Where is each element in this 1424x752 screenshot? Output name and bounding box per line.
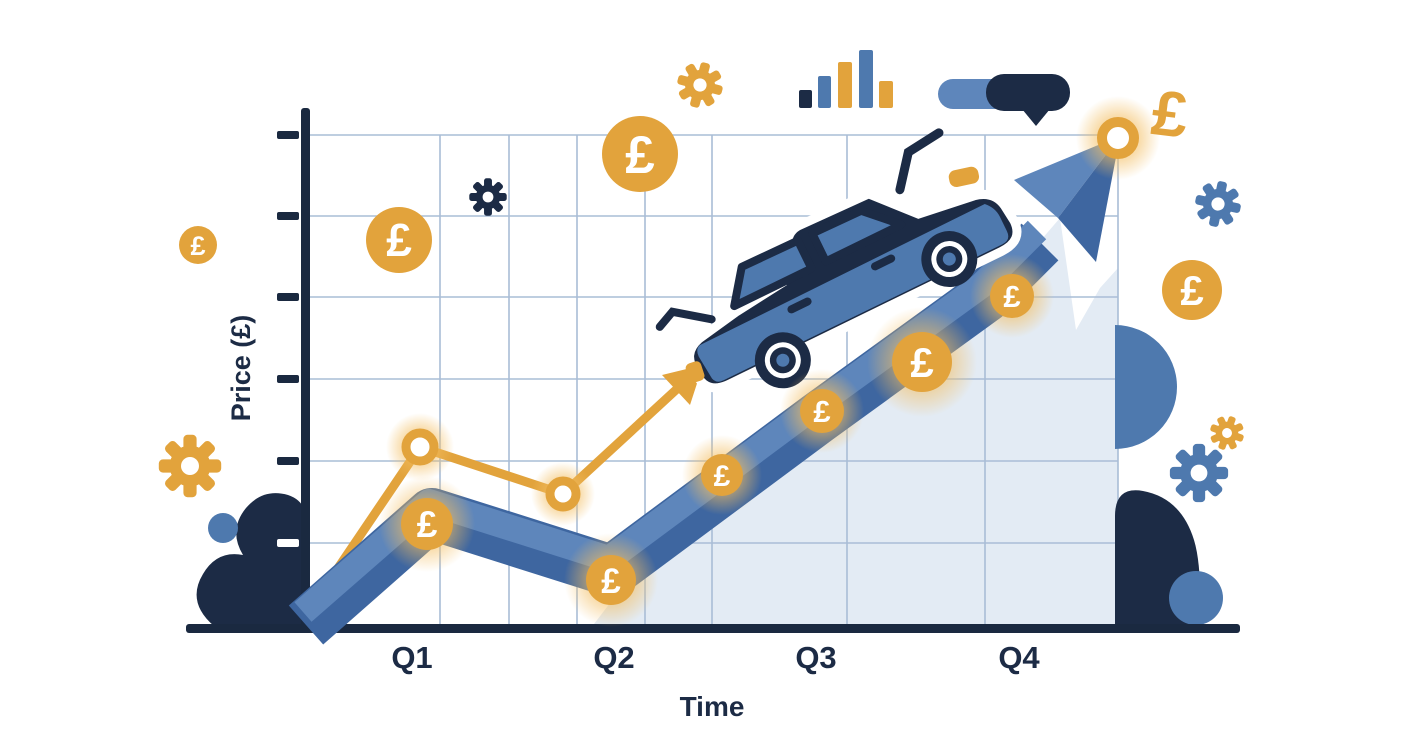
arrow-tip-marker: [1076, 96, 1160, 180]
x-axis: [186, 624, 1240, 633]
x-tick-labels: Q1 Q2 Q3 Q4: [391, 640, 1040, 675]
gear-icon: [469, 178, 507, 216]
pound-coin-icon: £: [602, 116, 678, 192]
x-tick-label-q2: Q2: [593, 640, 634, 675]
ring-marker-icon: [1097, 117, 1139, 159]
pound-coin-icon: £: [179, 226, 217, 264]
car-gold-accent: [685, 361, 705, 383]
right-blue-semicircle: [1115, 325, 1177, 449]
pound-coin-icon: £: [379, 476, 475, 572]
x-tick-label-q4: Q4: [998, 640, 1040, 675]
svg-text:£: £: [625, 126, 654, 185]
pound-coin-icon: £: [780, 369, 864, 453]
pound-coin-icon: £: [682, 435, 762, 515]
svg-text:£: £: [910, 339, 933, 386]
svg-text:£: £: [714, 460, 731, 493]
pound-coin-icon: £: [867, 307, 977, 417]
speech-pill-icon: [938, 74, 1070, 126]
right-blue-dot: [1169, 571, 1223, 625]
car-gold-accent: [948, 166, 980, 188]
ring-marker-icon: [401, 428, 439, 466]
y-axis: [301, 108, 310, 629]
car-window: [730, 236, 816, 311]
car-wheel-icon: [754, 332, 811, 389]
x-tick-label-q3: Q3: [795, 640, 836, 675]
pound-coin-icon: £: [564, 533, 658, 627]
pound-coins: £ £ £ £ £ £ £ £: [179, 116, 1222, 627]
x-axis-label: Time: [680, 691, 745, 722]
ring-marker-icon: [545, 476, 581, 512]
crashed-car-icon: [655, 128, 1022, 393]
gear-icon: [671, 56, 729, 114]
left-navy-blob: [196, 493, 306, 626]
svg-text:£: £: [190, 231, 205, 261]
gear-icon: [1205, 411, 1249, 455]
svg-text:£: £: [1180, 267, 1203, 314]
svg-text:£: £: [813, 394, 830, 429]
gear-icon: [1190, 176, 1246, 232]
pound-coin-icon: £: [970, 254, 1054, 338]
gear-icon: [1169, 443, 1229, 503]
gear-icon: [158, 434, 222, 498]
pound-coin-icon: £: [1162, 260, 1222, 320]
x-tick-label-q1: Q1: [391, 640, 432, 675]
svg-text:£: £: [417, 504, 438, 545]
floating-pound-icon: £: [1148, 76, 1192, 152]
left-blue-dot: [208, 513, 238, 543]
pound-coin-icon: £: [366, 207, 432, 273]
car-window: [808, 206, 906, 266]
y-axis-ticks: [277, 131, 299, 547]
svg-text:£: £: [386, 214, 412, 266]
y-axis-label: Price (£): [226, 315, 256, 422]
car-wheel-icon: [921, 231, 978, 288]
svg-text:£: £: [601, 562, 621, 601]
svg-text:£: £: [1003, 279, 1020, 314]
bar-chart-icon: [799, 50, 893, 108]
